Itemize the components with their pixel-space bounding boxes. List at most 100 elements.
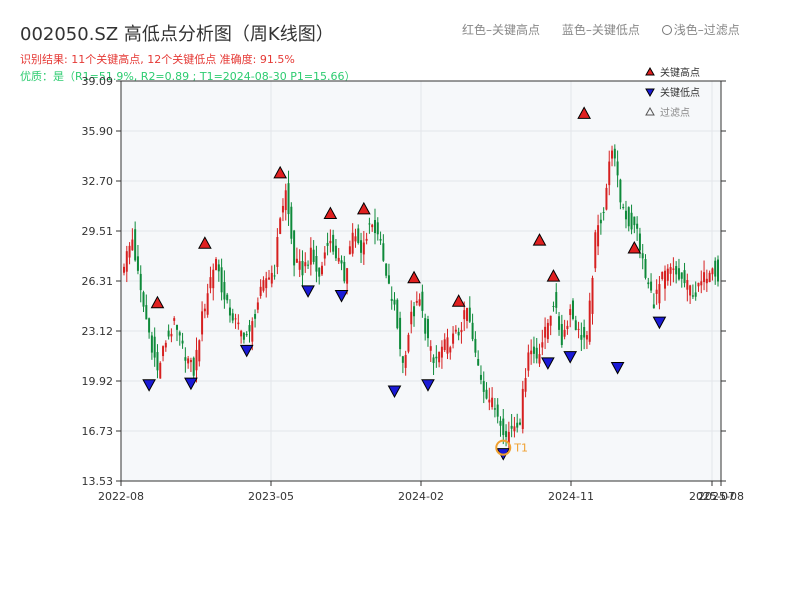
x-tick-label: 2022-08 [98,490,144,503]
candle-body [298,261,301,270]
candle-body [594,232,597,269]
key-low-marker [387,385,402,399]
triangle-down-icon [645,88,655,98]
candle-body [505,431,508,437]
candle-body [633,216,636,226]
candle-body [351,232,354,254]
y-tick-label: 16.73 [82,425,114,438]
candle-body [295,258,298,263]
candle-body [387,275,390,284]
candle-body [365,238,368,241]
candle-body [524,378,527,392]
y-tick-label: 19.92 [82,375,114,388]
candle-body [401,356,404,363]
y-tick-label: 26.31 [82,275,114,288]
candle-body [340,260,343,264]
key-low-marker [563,351,578,364]
candle-body [159,362,162,379]
candle-body [150,335,153,353]
candle-body [318,267,321,277]
y-tick-label: 39.09 [82,75,114,88]
candle-body [228,307,231,316]
candle-body [513,426,516,432]
candle-body [457,331,460,336]
candle-body [290,206,293,239]
candle-body [435,356,438,359]
candle-body [418,299,421,306]
candle-body [521,388,524,429]
candle-body [281,205,284,213]
candle-body [184,357,187,361]
candle-body [691,295,694,297]
candle-body [583,327,586,338]
candle-body [315,256,318,272]
candle-body [622,206,625,208]
candle-body [477,359,480,366]
candle-body [142,292,145,307]
candle-body [468,307,471,322]
hollow-circle-icon [661,25,672,35]
candle-body [373,220,376,234]
candle-body [234,318,237,320]
triangle-up-icon [645,66,655,76]
candle-body [187,358,190,364]
t1-circle [495,439,512,456]
candle-body [507,431,510,445]
candle-body [602,212,605,214]
candle-body [220,267,223,293]
key-high-marker [407,270,421,284]
candle-body [471,322,474,340]
candle-body [136,256,139,271]
key-high-marker [546,269,561,282]
candle-body [697,282,700,287]
candle-body [307,264,310,266]
y-tick-label: 23.12 [82,325,114,338]
key-highs [150,106,642,309]
candle-body [541,342,544,348]
legend-label: 关键高点 [660,66,700,79]
candle-body [242,332,245,340]
candle-body [201,311,204,335]
candle-body [215,259,218,271]
candle-body [276,237,279,267]
candle-body [703,272,706,283]
candle-body [641,253,644,259]
candle-body [379,238,382,241]
candle-body [661,271,664,280]
candle-body [231,313,234,321]
candle-body [312,249,315,262]
candle-body [385,263,388,276]
candle-body [321,265,323,275]
candle-body [516,422,519,428]
candle-body [636,223,639,229]
candle-body [301,260,304,276]
color-legend-blue: 蓝色–关键低点 [561,23,640,37]
candle-body [566,325,569,330]
legend-label: 关键低点 [660,86,700,99]
candle-body [571,300,574,319]
candle-body [376,222,379,235]
candle-body [666,268,669,281]
candle-body [438,351,441,363]
triangle-up-icon [645,106,655,116]
candle-body [195,349,198,371]
candle-body [240,330,243,337]
candle-body [396,299,399,329]
candle-body [443,339,446,351]
candle-body [410,311,413,325]
candle-body [262,280,265,291]
candle-body [694,292,697,297]
candle-body [167,330,170,337]
candle-body [332,234,335,252]
candle-body [680,272,683,279]
key-low-marker [334,290,349,303]
candle-body [638,233,641,251]
candle-body [164,342,167,348]
candle-body [156,352,159,371]
candle-body [354,236,357,242]
candle-body [569,309,572,316]
candle-body [153,336,156,358]
key-high-marker [627,240,642,254]
candle-body [452,333,455,344]
candles [123,144,719,451]
